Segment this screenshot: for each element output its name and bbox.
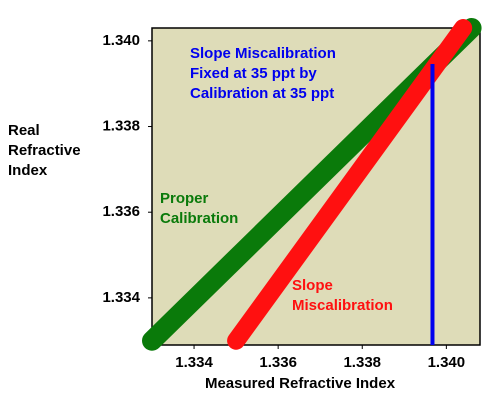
x-tick-label: 1.336: [259, 354, 297, 371]
annotation: Slope Miscalibration: [190, 45, 336, 62]
annotation: Miscalibration: [292, 297, 393, 314]
annotation: Slope: [292, 277, 333, 294]
series-line: [227, 19, 473, 350]
y-axis-label: Index: [8, 162, 48, 179]
annotation: Proper: [160, 190, 209, 207]
x-tick-label: 1.334: [175, 354, 213, 371]
x-tick-label: 1.340: [428, 354, 466, 371]
annotation: Calibration: [160, 210, 238, 227]
y-tick-label: 1.334: [102, 289, 140, 306]
y-axis-label: Real: [8, 122, 40, 139]
y-tick-label: 1.336: [102, 203, 140, 220]
annotation: Calibration at 35 ppt: [190, 85, 334, 102]
annotation: Fixed at 35 ppt by: [190, 65, 317, 82]
y-axis-label: Refractive: [8, 142, 81, 159]
y-tick-label: 1.340: [102, 32, 140, 49]
y-tick-label: 1.338: [102, 117, 140, 134]
x-axis-label: Measured Refractive Index: [205, 375, 396, 392]
x-tick-label: 1.338: [343, 354, 381, 371]
